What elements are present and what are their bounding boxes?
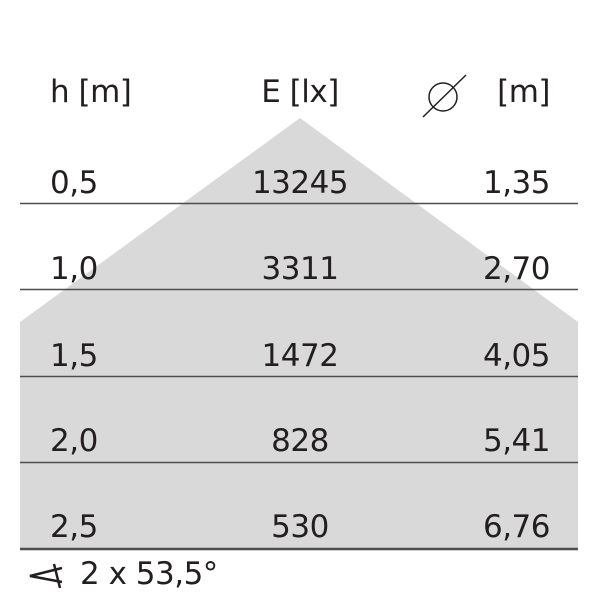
row-0-illuminance: 13245 bbox=[251, 165, 349, 201]
header-height: h [m] bbox=[50, 74, 132, 110]
row-1-illuminance: 3311 bbox=[261, 251, 339, 287]
row-2-height: 1,5 bbox=[50, 338, 98, 374]
row-4-height: 2,5 bbox=[50, 509, 98, 545]
row-3-diameter: 5,41 bbox=[482, 423, 551, 459]
row-3-height: 2,0 bbox=[50, 423, 98, 459]
row-4-illuminance: 530 bbox=[271, 509, 329, 545]
row-3-illuminance: 828 bbox=[271, 423, 329, 459]
row-4-diameter: 6,76 bbox=[482, 509, 551, 545]
row-2-diameter: 4,05 bbox=[482, 338, 551, 374]
row-1-diameter: 2,70 bbox=[482, 251, 551, 287]
angle-icon bbox=[29, 563, 63, 589]
header-illuminance: E [lx] bbox=[261, 74, 339, 110]
row-2-illuminance: 1472 bbox=[261, 338, 339, 374]
beam-angle-text: 2 x 53,5° bbox=[80, 556, 218, 592]
header-diameter-unit: [m] bbox=[497, 74, 550, 110]
row-0-height: 0,5 bbox=[50, 165, 98, 201]
light-cone bbox=[20, 118, 578, 549]
row-0-diameter: 1,35 bbox=[482, 165, 551, 201]
diameter-icon bbox=[422, 74, 467, 118]
row-1-height: 1,0 bbox=[50, 251, 98, 287]
